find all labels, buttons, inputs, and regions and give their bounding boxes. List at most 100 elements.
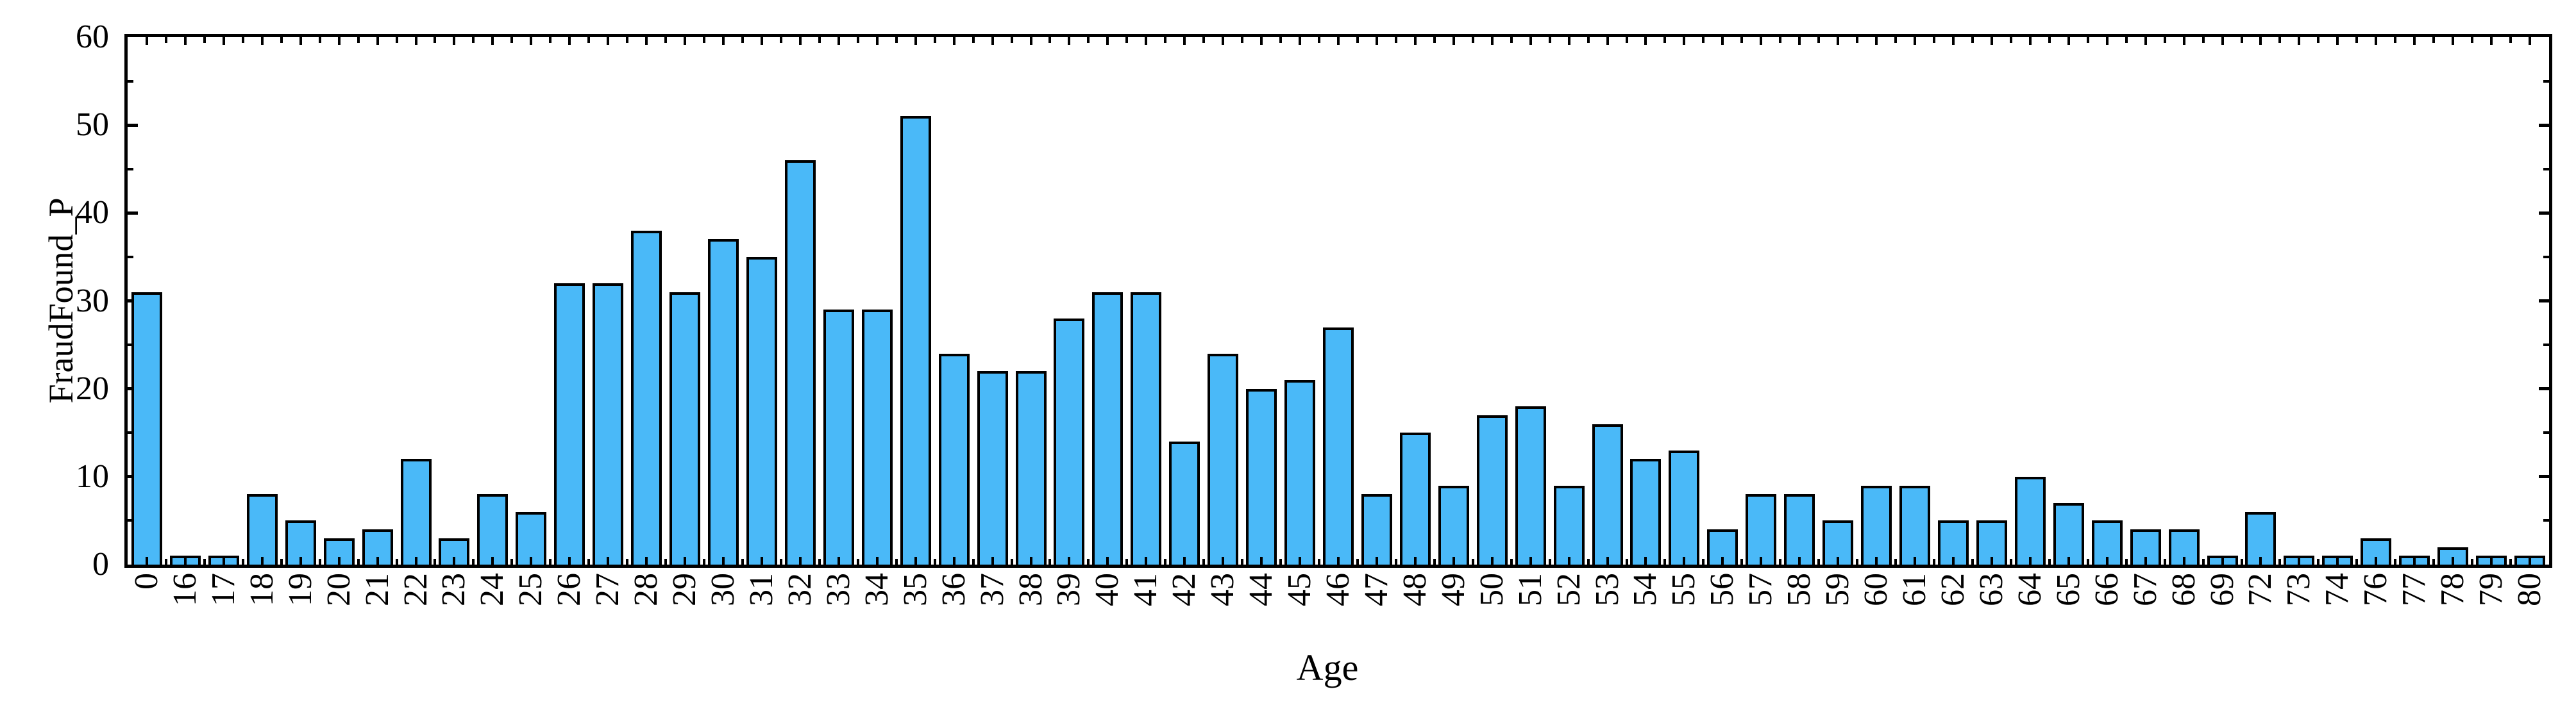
x-bottom-tick <box>1683 557 1686 565</box>
x-tick-label: 80 <box>2511 573 2548 606</box>
x-bottom-tick <box>414 557 417 565</box>
x-top-tick <box>2067 37 2070 45</box>
y-minor-tick <box>128 431 133 435</box>
x-top-tick <box>1375 37 1378 45</box>
x-bottom-tick <box>952 557 955 565</box>
x-tick-label: 64 <box>2011 573 2048 606</box>
x-top-tick <box>1202 37 1206 43</box>
x-bottom-tick <box>2529 557 2532 565</box>
x-top-tick <box>1299 37 1302 45</box>
x-bottom-tick <box>2105 557 2109 565</box>
x-bottom-tick <box>434 559 437 565</box>
x-top-tick <box>587 37 591 43</box>
x-tick-label: 17 <box>205 573 242 606</box>
x-bottom-tick <box>1644 557 1647 565</box>
x-top-tick <box>2278 37 2282 43</box>
y-major-tick <box>128 211 138 215</box>
y-major-tick <box>2539 387 2549 391</box>
x-bottom-tick <box>2221 557 2224 565</box>
x-bottom-tick <box>1279 559 1283 565</box>
x-bottom-tick <box>722 557 725 565</box>
bar <box>1553 486 1585 565</box>
x-top-tick <box>1817 37 1821 43</box>
x-top-tick <box>1548 37 1551 43</box>
x-bottom-tick <box>1856 559 1859 565</box>
y-major-tick <box>2539 475 2549 479</box>
x-top-tick <box>549 37 552 43</box>
y-major-tick <box>2539 299 2549 302</box>
x-top-tick <box>2221 37 2224 45</box>
x-tick-label: 55 <box>1665 573 1703 606</box>
x-top-tick <box>1951 37 1955 45</box>
bar <box>1592 424 1623 565</box>
x-top-tick <box>2240 37 2243 43</box>
y-minor-tick <box>2543 79 2549 83</box>
x-bottom-tick <box>741 559 744 565</box>
bar <box>1131 292 1162 565</box>
x-top-tick <box>779 37 782 43</box>
y-minor-tick <box>2543 344 2549 347</box>
y-major-tick <box>2539 123 2549 127</box>
x-bottom-tick <box>1490 557 1494 565</box>
x-bottom-tick <box>1951 557 1955 565</box>
x-tick-label: 45 <box>1281 573 1318 606</box>
x-bottom-tick <box>2278 559 2282 565</box>
x-bottom-tick <box>875 557 879 565</box>
y-minor-tick <box>128 519 133 522</box>
x-top-tick <box>491 37 494 45</box>
x-top-tick <box>2432 37 2436 43</box>
x-tick-label: 47 <box>1358 573 1395 606</box>
y-major-tick <box>2539 211 2549 215</box>
x-top-tick <box>222 37 225 45</box>
x-bottom-tick <box>1337 557 1340 565</box>
x-top-tick <box>1914 37 1917 45</box>
bar <box>1208 354 1239 565</box>
x-bottom-tick <box>2355 559 2359 565</box>
x-bottom-tick <box>2432 559 2436 565</box>
bar <box>131 292 162 565</box>
x-tick-label: 25 <box>512 573 550 606</box>
x-bottom-tick <box>2375 557 2378 565</box>
x-top-tick <box>1760 37 1763 45</box>
x-tick-label: 36 <box>935 573 972 606</box>
x-top-tick <box>1106 37 1109 45</box>
x-top-tick <box>1164 37 1167 43</box>
x-tick-label: 33 <box>820 573 857 606</box>
bar <box>1746 494 1777 565</box>
x-top-tick <box>1222 37 1225 45</box>
x-top-tick <box>1740 37 1744 43</box>
x-bottom-tick <box>357 559 360 565</box>
bar <box>2437 547 2469 565</box>
bar <box>246 494 278 565</box>
bar <box>2245 512 2277 565</box>
x-top-tick <box>1933 37 1936 43</box>
x-top-tick <box>1010 37 1013 43</box>
x-top-tick <box>1875 37 1878 45</box>
x-top-tick <box>645 37 648 45</box>
x-tick-label: 59 <box>1819 573 1856 606</box>
x-tick-label: 50 <box>1473 573 1510 606</box>
x-bottom-tick <box>837 557 840 565</box>
x-bottom-tick <box>1606 557 1609 565</box>
x-top-tick <box>972 37 975 43</box>
bar <box>1092 292 1124 565</box>
x-tick-label: 73 <box>2280 573 2318 606</box>
x-bottom-tick <box>1817 559 1821 565</box>
bar <box>516 512 547 565</box>
bar <box>593 283 624 565</box>
x-top-tick <box>1260 37 1263 45</box>
x-bottom-tick <box>587 559 591 565</box>
x-bottom-tick <box>472 559 475 565</box>
bar <box>1399 433 1431 565</box>
bar <box>1323 327 1354 565</box>
x-tick-label: 46 <box>1320 573 1356 606</box>
x-top-tick <box>2259 37 2262 45</box>
x-tick-label: 61 <box>1896 573 1933 606</box>
x-bottom-tick <box>299 557 302 565</box>
x-top-tick <box>2490 37 2493 45</box>
x-bottom-tick <box>222 557 225 565</box>
y-tick-label: 60 <box>76 19 109 55</box>
x-top-tick <box>2509 37 2513 43</box>
x-top-tick <box>952 37 955 45</box>
bar <box>708 239 739 565</box>
